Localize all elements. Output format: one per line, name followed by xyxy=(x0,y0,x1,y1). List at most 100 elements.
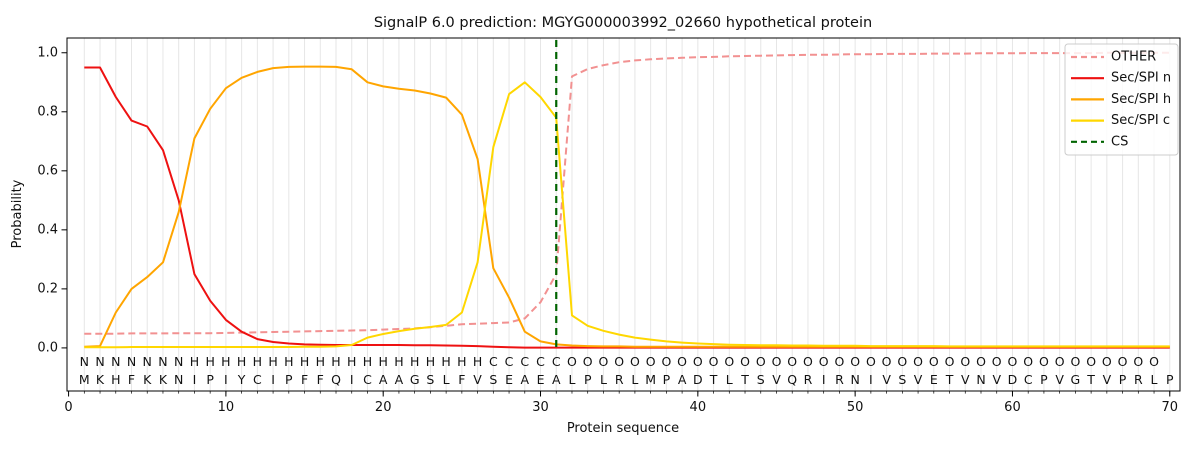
region-letter: O xyxy=(709,354,719,369)
region-letter: O xyxy=(1086,354,1096,369)
region-letter: H xyxy=(426,354,435,369)
residue-letter: A xyxy=(678,372,687,387)
residue-letter: A xyxy=(521,372,530,387)
plot-border xyxy=(66,37,1181,392)
region-letter: H xyxy=(253,354,262,369)
region-letter: C xyxy=(505,354,514,369)
residue-letter: E xyxy=(537,372,545,387)
residue-letter: L xyxy=(726,372,733,387)
residue-letter: S xyxy=(426,372,434,387)
region-letter: O xyxy=(614,354,624,369)
x-tick-label: 50 xyxy=(847,400,864,415)
residue-letter: D xyxy=(693,372,703,387)
residue-letter: G xyxy=(1071,372,1081,387)
region-letter: N xyxy=(111,354,120,369)
region-letter: O xyxy=(1008,354,1018,369)
residue-letter: M xyxy=(645,372,656,387)
region-letter: O xyxy=(992,354,1002,369)
series-line-other xyxy=(84,51,1170,335)
residue-letter: P xyxy=(285,372,293,387)
region-letter: H xyxy=(268,354,277,369)
residue-letter: P xyxy=(1040,372,1048,387)
residue-letter: V xyxy=(992,372,1001,387)
residue-letter: I xyxy=(271,372,275,387)
legend-label: Sec/SPI h xyxy=(1111,92,1171,107)
residue-letter: S xyxy=(757,372,765,387)
residue-letter: V xyxy=(772,372,781,387)
legend-label: CS xyxy=(1111,134,1128,149)
region-letter: C xyxy=(489,354,498,369)
series-line-sec-spi-h xyxy=(84,65,1170,348)
x-axis-label: Protein sequence xyxy=(567,421,679,436)
region-letter: O xyxy=(693,354,703,369)
region-letter: O xyxy=(929,354,939,369)
x-tick-label: 20 xyxy=(375,400,392,415)
region-letter: N xyxy=(174,354,183,369)
residue-letter: T xyxy=(1086,372,1095,387)
residue-letter: N xyxy=(976,372,985,387)
region-letter: N xyxy=(80,354,89,369)
residue-letter: I xyxy=(869,372,873,387)
region-letter: O xyxy=(646,354,656,369)
residue-letter: P xyxy=(206,372,214,387)
region-letter: H xyxy=(378,354,387,369)
residue-letter: S xyxy=(898,372,906,387)
residue-letter: G xyxy=(410,372,420,387)
residue-letter: R xyxy=(804,372,813,387)
residue-letter: A xyxy=(379,372,388,387)
residue-letter: T xyxy=(709,372,718,387)
region-letter: O xyxy=(945,354,955,369)
residue-letter: V xyxy=(1103,372,1112,387)
region-letter: N xyxy=(143,354,152,369)
residue-letter: S xyxy=(489,372,497,387)
residue-letter: L xyxy=(443,372,450,387)
region-letter: O xyxy=(630,354,640,369)
legend-box xyxy=(1064,43,1179,156)
region-letter: N xyxy=(158,354,167,369)
residue-letter: P xyxy=(663,372,671,387)
legend-label: Sec/SPI n xyxy=(1111,71,1171,86)
region-letter: O xyxy=(756,354,766,369)
residue-letter: P xyxy=(1119,372,1127,387)
residue-letter: K xyxy=(96,372,105,387)
grid-layer xyxy=(83,38,1171,391)
region-letter: O xyxy=(803,354,813,369)
region-letter: H xyxy=(394,354,403,369)
residue-letter: A xyxy=(552,372,561,387)
residue-letter: L xyxy=(600,372,607,387)
region-letter: H xyxy=(237,354,246,369)
region-letter: H xyxy=(410,354,419,369)
residue-letter: V xyxy=(882,372,891,387)
residue-letter: F xyxy=(301,372,308,387)
residue-letter: R xyxy=(615,372,624,387)
region-letter: O xyxy=(850,354,860,369)
residue-letter: E xyxy=(505,372,513,387)
residue-letter: A xyxy=(395,372,404,387)
y-tick-label: 0.4 xyxy=(37,222,58,237)
residue-letter: Q xyxy=(787,372,797,387)
y-axis-label: Probability xyxy=(10,179,25,248)
region-letter: O xyxy=(1070,354,1080,369)
chart-title: SignalP 6.0 prediction: MGYG000003992_02… xyxy=(374,15,872,31)
region-letter: H xyxy=(221,354,230,369)
residue-letter: V xyxy=(473,372,482,387)
residue-letter: F xyxy=(458,372,465,387)
region-letter: N xyxy=(95,354,104,369)
residue-letter: R xyxy=(1134,372,1143,387)
region-letter: O xyxy=(661,354,671,369)
region-letter: C xyxy=(536,354,545,369)
region-letter: O xyxy=(882,354,892,369)
region-letter: O xyxy=(1149,354,1159,369)
region-letter: O xyxy=(1133,354,1143,369)
x-tick-label: 0 xyxy=(64,400,72,415)
region-letter: H xyxy=(205,354,214,369)
series-line-sec-spi-n xyxy=(84,66,1170,349)
y-tick-label: 0.2 xyxy=(37,281,58,296)
residue-letter: E xyxy=(930,372,938,387)
residue-letter: Q xyxy=(331,372,341,387)
region-letter: O xyxy=(1102,354,1112,369)
region-letter: O xyxy=(1023,354,1033,369)
residue-letter: I xyxy=(822,372,826,387)
residue-letter: Y xyxy=(237,372,246,387)
region-letter: H xyxy=(300,354,309,369)
